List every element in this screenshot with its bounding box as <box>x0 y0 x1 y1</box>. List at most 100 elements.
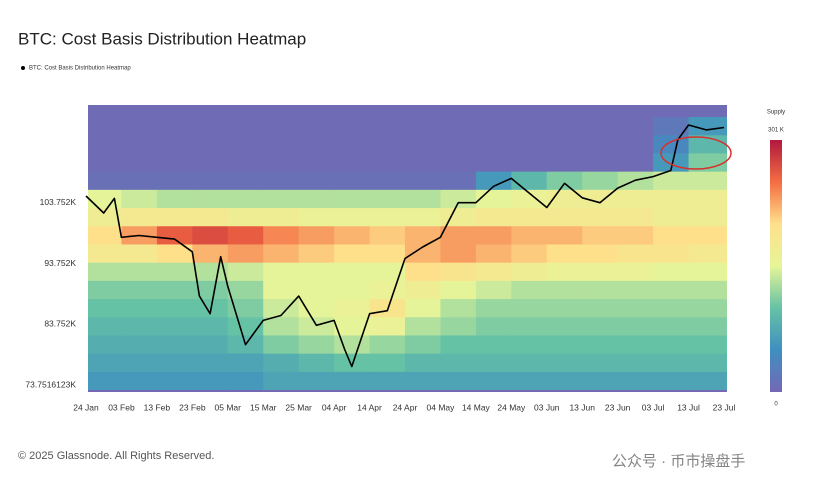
heat-cell <box>369 316 406 336</box>
heat-cell <box>440 134 477 154</box>
heat-cell <box>156 371 193 391</box>
heat-cell <box>227 116 264 136</box>
heat-cell <box>440 262 477 281</box>
heat-cell <box>653 243 690 263</box>
heat-cell <box>88 134 122 154</box>
y-tick-label: 103.752K <box>40 197 77 207</box>
heat-cell <box>192 116 229 136</box>
heat-cell <box>156 334 193 354</box>
heat-cell <box>88 225 122 245</box>
heat-cell <box>263 207 300 227</box>
heat-cell <box>156 189 193 209</box>
x-tick-label: 23 Feb <box>179 402 206 412</box>
heat-cell <box>192 207 229 227</box>
heat-cell <box>617 207 654 227</box>
heat-cell <box>511 353 548 372</box>
heat-cell <box>582 334 619 354</box>
heatmap <box>88 105 727 392</box>
heat-cell <box>511 371 548 391</box>
heat-cell <box>405 334 441 354</box>
heat-cell <box>582 225 619 245</box>
heat-cell <box>405 207 441 227</box>
heat-cell <box>511 225 548 245</box>
heat-cell <box>334 189 371 209</box>
heat-cell <box>546 134 583 154</box>
chart-title: BTC: Cost Basis Distribution Heatmap <box>18 29 306 48</box>
heat-cell <box>546 371 583 391</box>
heat-cell <box>227 207 264 227</box>
heat-cell <box>653 334 690 354</box>
heat-cell <box>121 353 158 372</box>
heat-cell <box>511 116 548 136</box>
heat-cell <box>369 262 406 281</box>
heat-cell <box>617 280 654 300</box>
heat-cell <box>511 152 548 172</box>
heat-cell <box>298 298 335 318</box>
y-tick-label: 83.752K <box>44 319 76 329</box>
heat-cell <box>582 116 619 136</box>
heat-cell <box>475 243 512 263</box>
heat-cell <box>88 371 122 391</box>
heat-cell <box>369 105 406 118</box>
heat-cell <box>440 243 477 263</box>
heat-cell <box>298 116 335 136</box>
heat-cell <box>617 105 654 118</box>
price-line <box>85 124 725 368</box>
heat-cell <box>298 171 335 190</box>
heat-cell <box>405 225 441 245</box>
heat-cell <box>263 152 300 172</box>
heat-cell <box>688 371 727 391</box>
heat-cell <box>475 225 512 245</box>
x-tick-label: 15 Mar <box>250 402 277 412</box>
heat-cell <box>405 371 441 391</box>
heat-cell <box>688 316 727 336</box>
heat-cell <box>227 298 264 318</box>
heat-cell <box>227 262 264 281</box>
heat-cell <box>582 171 619 190</box>
heat-cell <box>369 189 406 209</box>
heat-cell <box>263 134 300 154</box>
heat-cell <box>334 225 371 245</box>
x-tick-label: 23 Jul <box>713 402 736 412</box>
heat-cell <box>440 171 477 190</box>
heat-cell <box>653 225 690 245</box>
heat-cell <box>405 171 441 190</box>
heat-cell <box>440 105 477 118</box>
heat-cell <box>617 353 654 372</box>
heat-cell <box>653 280 690 300</box>
heat-cell <box>298 189 335 209</box>
heat-cell <box>334 171 371 190</box>
y-tick-label: 93.752K <box>44 258 76 268</box>
heat-cell <box>298 280 335 300</box>
heat-cell <box>405 116 441 136</box>
heat-cell <box>440 316 477 336</box>
heat-cell <box>688 225 727 245</box>
heat-cell <box>653 353 690 372</box>
heat-cell <box>405 353 441 372</box>
heat-cell <box>546 105 583 118</box>
heat-cell <box>88 189 122 209</box>
heat-cell <box>298 316 335 336</box>
heat-cell <box>582 371 619 391</box>
heat-cell <box>156 171 193 190</box>
heat-cell <box>263 189 300 209</box>
x-tick-label: 14 Apr <box>357 402 382 412</box>
heat-cell <box>688 262 727 281</box>
heat-cell <box>582 280 619 300</box>
x-tick-label: 03 Feb <box>108 402 135 412</box>
heat-cell <box>227 353 264 372</box>
heat-cell <box>546 225 583 245</box>
x-tick-label: 03 Jun <box>534 402 560 412</box>
y-tick-label: 73.7516123K <box>25 379 76 389</box>
heat-cell <box>582 152 619 172</box>
heat-cell <box>156 316 193 336</box>
heat-cell <box>121 316 158 336</box>
heat-cell <box>511 316 548 336</box>
heat-cell <box>440 371 477 391</box>
heat-cell <box>334 243 371 263</box>
heat-cell <box>405 105 441 118</box>
x-tick-label: 25 Mar <box>285 402 312 412</box>
heat-cell <box>298 152 335 172</box>
heat-cell <box>582 207 619 227</box>
heat-cell <box>475 152 512 172</box>
